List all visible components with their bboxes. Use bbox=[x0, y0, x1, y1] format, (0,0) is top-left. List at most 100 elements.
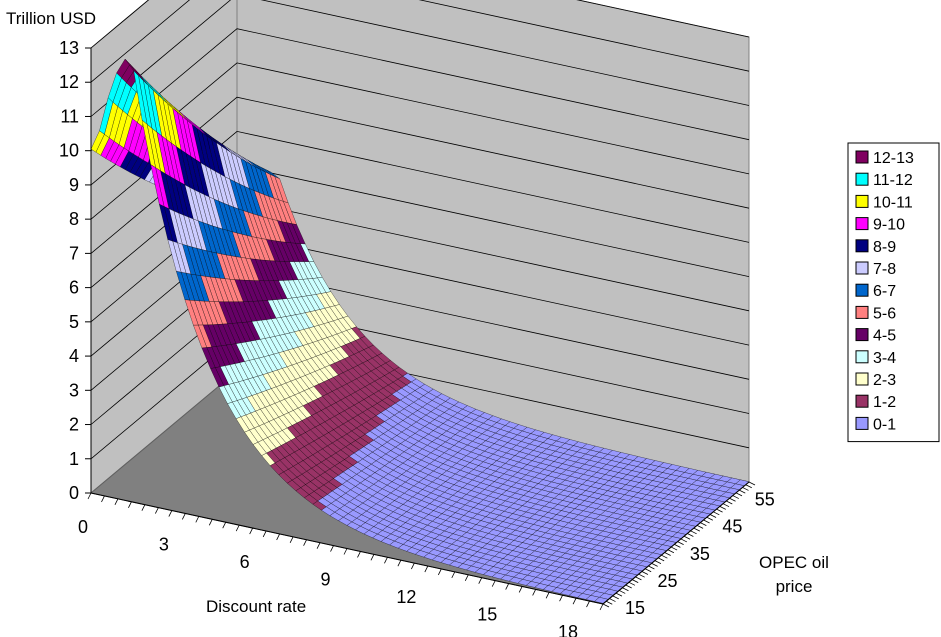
z-tick-label: 11 bbox=[60, 106, 79, 126]
x-tick-mark bbox=[384, 557, 388, 564]
x-tick-mark bbox=[397, 560, 402, 567]
x-tick-mark bbox=[141, 504, 146, 511]
y-tick-mark bbox=[654, 560, 662, 564]
legend-swatch bbox=[855, 150, 869, 164]
y-tick-mark bbox=[670, 546, 678, 551]
x-tick-mark bbox=[437, 568, 442, 576]
y-tick-mark bbox=[628, 581, 636, 586]
y-tick-mark bbox=[635, 576, 642, 581]
x-tick-mark bbox=[532, 589, 536, 596]
x-tick-label: 12 bbox=[396, 587, 416, 607]
x-tick-mark bbox=[424, 565, 429, 573]
y-axis-title-line2: price bbox=[776, 577, 813, 596]
y-axis-title-line1: OPEC oil bbox=[759, 553, 829, 572]
x-tick-mark bbox=[370, 554, 375, 561]
z-gridline bbox=[90, 0, 750, 49]
y-tick-mark bbox=[742, 487, 749, 491]
legend-label: 1-2 bbox=[873, 394, 896, 411]
x-tick-mark bbox=[128, 501, 132, 508]
y-tick-mark bbox=[674, 543, 681, 548]
legend-label: 3-4 bbox=[873, 350, 896, 367]
y-tick-mark bbox=[680, 538, 688, 543]
z-gridline bbox=[90, 96, 750, 220]
x-tick-mark bbox=[545, 592, 550, 599]
legend-swatch bbox=[855, 172, 869, 186]
y-tick-mark bbox=[739, 489, 746, 494]
y-tick-mark bbox=[722, 503, 730, 508]
legend-swatch bbox=[855, 416, 869, 430]
y-tick-mark bbox=[606, 600, 613, 605]
y-tick-mark bbox=[677, 541, 684, 546]
y-tick-label: 15 bbox=[625, 598, 645, 618]
x-tick-mark bbox=[262, 530, 267, 538]
z-tick-label: 1 bbox=[69, 449, 79, 469]
x-tick-mark bbox=[330, 545, 334, 552]
y-tick-mark bbox=[644, 568, 652, 573]
y-tick-label: 45 bbox=[722, 517, 742, 537]
y-tick-mark bbox=[667, 549, 675, 554]
y-tick-mark bbox=[745, 484, 752, 489]
x-tick-label: 18 bbox=[558, 622, 578, 637]
x-tick-mark bbox=[505, 583, 510, 590]
legend-label: 11-12 bbox=[873, 172, 913, 189]
x-axis-line bbox=[90, 492, 604, 605]
legend-label: 8-9 bbox=[873, 239, 896, 256]
x-tick-mark bbox=[181, 513, 186, 520]
x-tick-label: 3 bbox=[159, 535, 169, 555]
legend-swatch bbox=[855, 239, 869, 253]
x-tick-mark bbox=[451, 571, 456, 579]
x-tick-mark bbox=[155, 507, 159, 514]
z-tick-label: 2 bbox=[69, 415, 79, 435]
legend-swatch bbox=[855, 350, 869, 364]
x-tick-mark bbox=[87, 492, 92, 500]
y-tick-mark bbox=[661, 554, 668, 559]
legend-label: 9-10 bbox=[873, 217, 905, 234]
z-tick-label: 9 bbox=[69, 175, 79, 195]
y-tick-mark bbox=[622, 587, 629, 592]
x-tick-mark bbox=[411, 562, 415, 570]
z-axis-title: Trillion USD bbox=[6, 9, 96, 28]
legend-swatch bbox=[855, 217, 869, 231]
x-tick-mark bbox=[289, 536, 294, 543]
z-tick-label: 13 bbox=[59, 38, 79, 58]
y-tick-mark bbox=[690, 530, 697, 535]
z-tick-label: 3 bbox=[69, 380, 79, 400]
y-tick-mark bbox=[706, 516, 714, 521]
y-tick-mark bbox=[609, 598, 616, 602]
z-tick-label: 12 bbox=[59, 72, 79, 92]
x-tick-mark bbox=[208, 519, 213, 526]
x-tick-mark bbox=[222, 522, 227, 529]
y-tick-mark bbox=[709, 514, 717, 518]
y-tick-mark bbox=[687, 533, 694, 537]
y-tick-mark bbox=[651, 562, 658, 567]
y-tick-mark bbox=[719, 506, 726, 510]
z-tick-label: 4 bbox=[69, 346, 79, 366]
x-tick-mark bbox=[478, 577, 483, 584]
y-tick-mark bbox=[619, 590, 626, 594]
legend-swatch bbox=[855, 261, 869, 275]
y-tick-mark bbox=[632, 579, 639, 583]
x-tick-mark bbox=[491, 580, 496, 587]
y-tick-mark bbox=[716, 508, 723, 513]
x-tick-label: 6 bbox=[240, 552, 250, 572]
x-tick-mark bbox=[599, 603, 604, 611]
y-tick-mark bbox=[657, 557, 665, 562]
y-tick-mark bbox=[729, 497, 736, 502]
legend-swatch bbox=[855, 394, 869, 408]
z-gridline bbox=[90, 0, 750, 83]
y-tick-mark bbox=[693, 527, 701, 532]
x-tick-mark bbox=[586, 600, 590, 608]
legend-swatch bbox=[855, 305, 869, 319]
x-tick-mark bbox=[276, 533, 280, 541]
x-tick-mark bbox=[559, 595, 563, 602]
legend-label: 5-6 bbox=[873, 305, 896, 322]
z-tick-label: 7 bbox=[69, 243, 79, 263]
legend-label: 2-3 bbox=[873, 372, 896, 389]
z-tick-label: 5 bbox=[69, 312, 79, 332]
y-tick-mark bbox=[648, 565, 655, 570]
y-tick-mark bbox=[700, 522, 707, 527]
z-tick-label: 10 bbox=[59, 141, 79, 161]
